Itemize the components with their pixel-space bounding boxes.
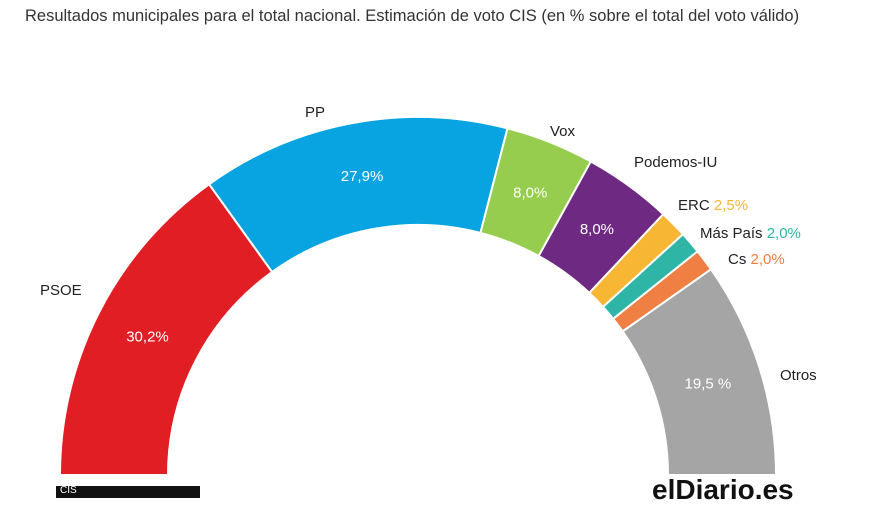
slice-otros [621, 267, 778, 476]
label-podemos-iu: Podemos-IU [634, 154, 717, 171]
value-pp: 27,9% [341, 168, 384, 185]
brand-logo: elDiario.es [652, 474, 794, 505]
source-logo: CIS [56, 486, 200, 498]
value-m-s-pa-s: 2,0% [763, 225, 801, 242]
chart-title: Resultados municipales para el total nac… [25, 7, 800, 25]
value-erc: 2,5% [710, 197, 748, 214]
value-podemos-iu: 8,0% [580, 221, 614, 238]
label-erc: ERC 2,5% [678, 197, 748, 214]
label-otros: Otros [780, 367, 817, 384]
label-pp: PP [305, 104, 325, 121]
value-otros: 19,5 % [685, 375, 732, 392]
value-vox: 8,0% [513, 184, 547, 201]
label-cs: Cs 2,0% [728, 251, 785, 268]
label-m-s-pa-s: Más País 2,0% [700, 225, 801, 242]
label-psoe: PSOE [40, 282, 82, 299]
value-psoe: 30,2% [126, 328, 169, 345]
label-vox: Vox [550, 123, 576, 140]
value-cs: 2,0% [746, 251, 784, 268]
